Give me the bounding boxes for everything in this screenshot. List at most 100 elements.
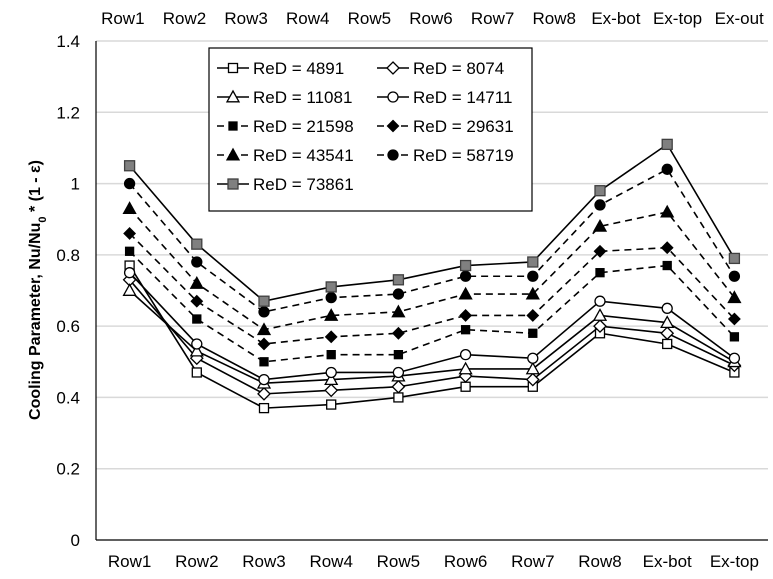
- data-point: [527, 256, 539, 268]
- data-point: [258, 295, 270, 307]
- top-tick-label: Row1: [101, 9, 144, 28]
- data-point: [326, 350, 336, 360]
- data-point: [660, 326, 675, 341]
- series-line: [128, 143, 736, 303]
- series-group: [123, 227, 741, 351]
- top-tick-label: Row3: [224, 9, 267, 28]
- legend-marker: [386, 119, 400, 133]
- data-point: [257, 386, 271, 401]
- top-tick-label: Row6: [409, 9, 452, 28]
- y-tick-label: 0: [71, 531, 80, 550]
- data-point: [324, 383, 339, 398]
- data-point: [191, 238, 203, 250]
- data-point: [325, 366, 337, 379]
- legend-marker: [387, 91, 399, 103]
- y-tick-label: 0.8: [56, 246, 80, 265]
- data-point: [257, 337, 271, 351]
- data-point: [528, 328, 538, 338]
- top-tick-label: Row5: [348, 9, 391, 28]
- data-point: [392, 288, 405, 300]
- series-group: [124, 260, 740, 414]
- y-tick-label: 1: [71, 175, 80, 194]
- data-point: [594, 185, 606, 197]
- data-point: [392, 366, 405, 379]
- data-point: [191, 338, 203, 350]
- data-point: [728, 252, 741, 265]
- data-point: [525, 286, 540, 300]
- series-group: [123, 163, 741, 318]
- x-tick-label: Row3: [242, 552, 285, 571]
- data-point: [728, 270, 741, 282]
- legend-label: ReD = 73861: [253, 175, 354, 194]
- series-line: [129, 250, 735, 363]
- data-point: [727, 312, 741, 326]
- series-line: [129, 232, 735, 345]
- data-point: [661, 163, 673, 175]
- legend-marker: [386, 61, 400, 75]
- data-point: [661, 138, 673, 151]
- data-point: [459, 259, 472, 272]
- data-point: [190, 294, 204, 308]
- y-tick-label: 1.4: [56, 32, 80, 51]
- data-point: [729, 332, 740, 342]
- series-group: [122, 201, 742, 336]
- top-tick-label: Row8: [533, 9, 576, 28]
- x-tick-label: Row4: [309, 552, 352, 571]
- data-point: [459, 270, 472, 282]
- data-point: [592, 308, 608, 321]
- data-point: [122, 201, 137, 214]
- legend-marker: [225, 147, 241, 161]
- data-point: [660, 315, 675, 329]
- x-tick-label: Row2: [175, 552, 218, 571]
- series-line: [129, 207, 736, 331]
- data-point: [123, 267, 136, 279]
- x-tick-label: Row1: [108, 552, 151, 571]
- series-line: [129, 289, 735, 384]
- data-point: [392, 274, 405, 286]
- x-tick-label: Row6: [444, 552, 487, 571]
- data-point: [258, 306, 270, 318]
- legend-marker: [227, 178, 239, 190]
- data-point: [662, 338, 673, 350]
- x-tick-label: Row5: [377, 552, 420, 571]
- data-point: [728, 352, 741, 364]
- y-axis-label-main: Cooling Parameter, Nu/Nu: [27, 223, 44, 420]
- data-point: [122, 283, 137, 296]
- data-point: [391, 379, 406, 394]
- y-tick-label: 1.2: [56, 103, 80, 122]
- data-point: [594, 199, 606, 211]
- data-point: [527, 352, 539, 364]
- data-point: [525, 361, 540, 375]
- legend-marker: [227, 62, 239, 74]
- legend-label: ReD = 21598: [253, 117, 354, 136]
- tick-layer: 0 0.2 0.4 0.6 0.8 1 1.2 1.4 Row1 Row2 Row3 Row4 Row5…: [56, 9, 764, 571]
- data-point: [123, 177, 136, 190]
- top-tick-label: Ex-top: [653, 9, 702, 28]
- data-point: [324, 372, 339, 386]
- data-point: [258, 402, 270, 414]
- y-axis-label-sub: 0: [37, 216, 49, 222]
- data-point: [391, 304, 406, 318]
- data-point: [325, 291, 337, 304]
- series-group: [122, 283, 742, 389]
- series-group: [123, 267, 741, 386]
- data-point: [593, 319, 607, 334]
- data-point: [593, 244, 607, 258]
- data-point: [527, 270, 539, 282]
- legend-label: ReD = 14711: [413, 88, 512, 107]
- data-point: [324, 308, 339, 321]
- legend-marker: [228, 121, 238, 131]
- data-point: [660, 204, 675, 218]
- top-tick-label: Row2: [163, 9, 206, 28]
- series-group: [123, 138, 741, 307]
- x-tick-label: Row8: [578, 552, 621, 571]
- y-axis-label: Cooling Parameter, Nu/Nu0 * (1 - ε): [27, 160, 49, 420]
- data-point: [661, 302, 673, 314]
- data-point: [123, 160, 136, 172]
- top-tick-label: Row4: [286, 9, 329, 28]
- legend-marker: [225, 89, 241, 103]
- top-tick-label: Row7: [471, 9, 514, 28]
- y-axis-label-tail: * (1 - ε): [27, 160, 44, 216]
- data-point: [189, 343, 204, 357]
- legend-box: [208, 47, 533, 212]
